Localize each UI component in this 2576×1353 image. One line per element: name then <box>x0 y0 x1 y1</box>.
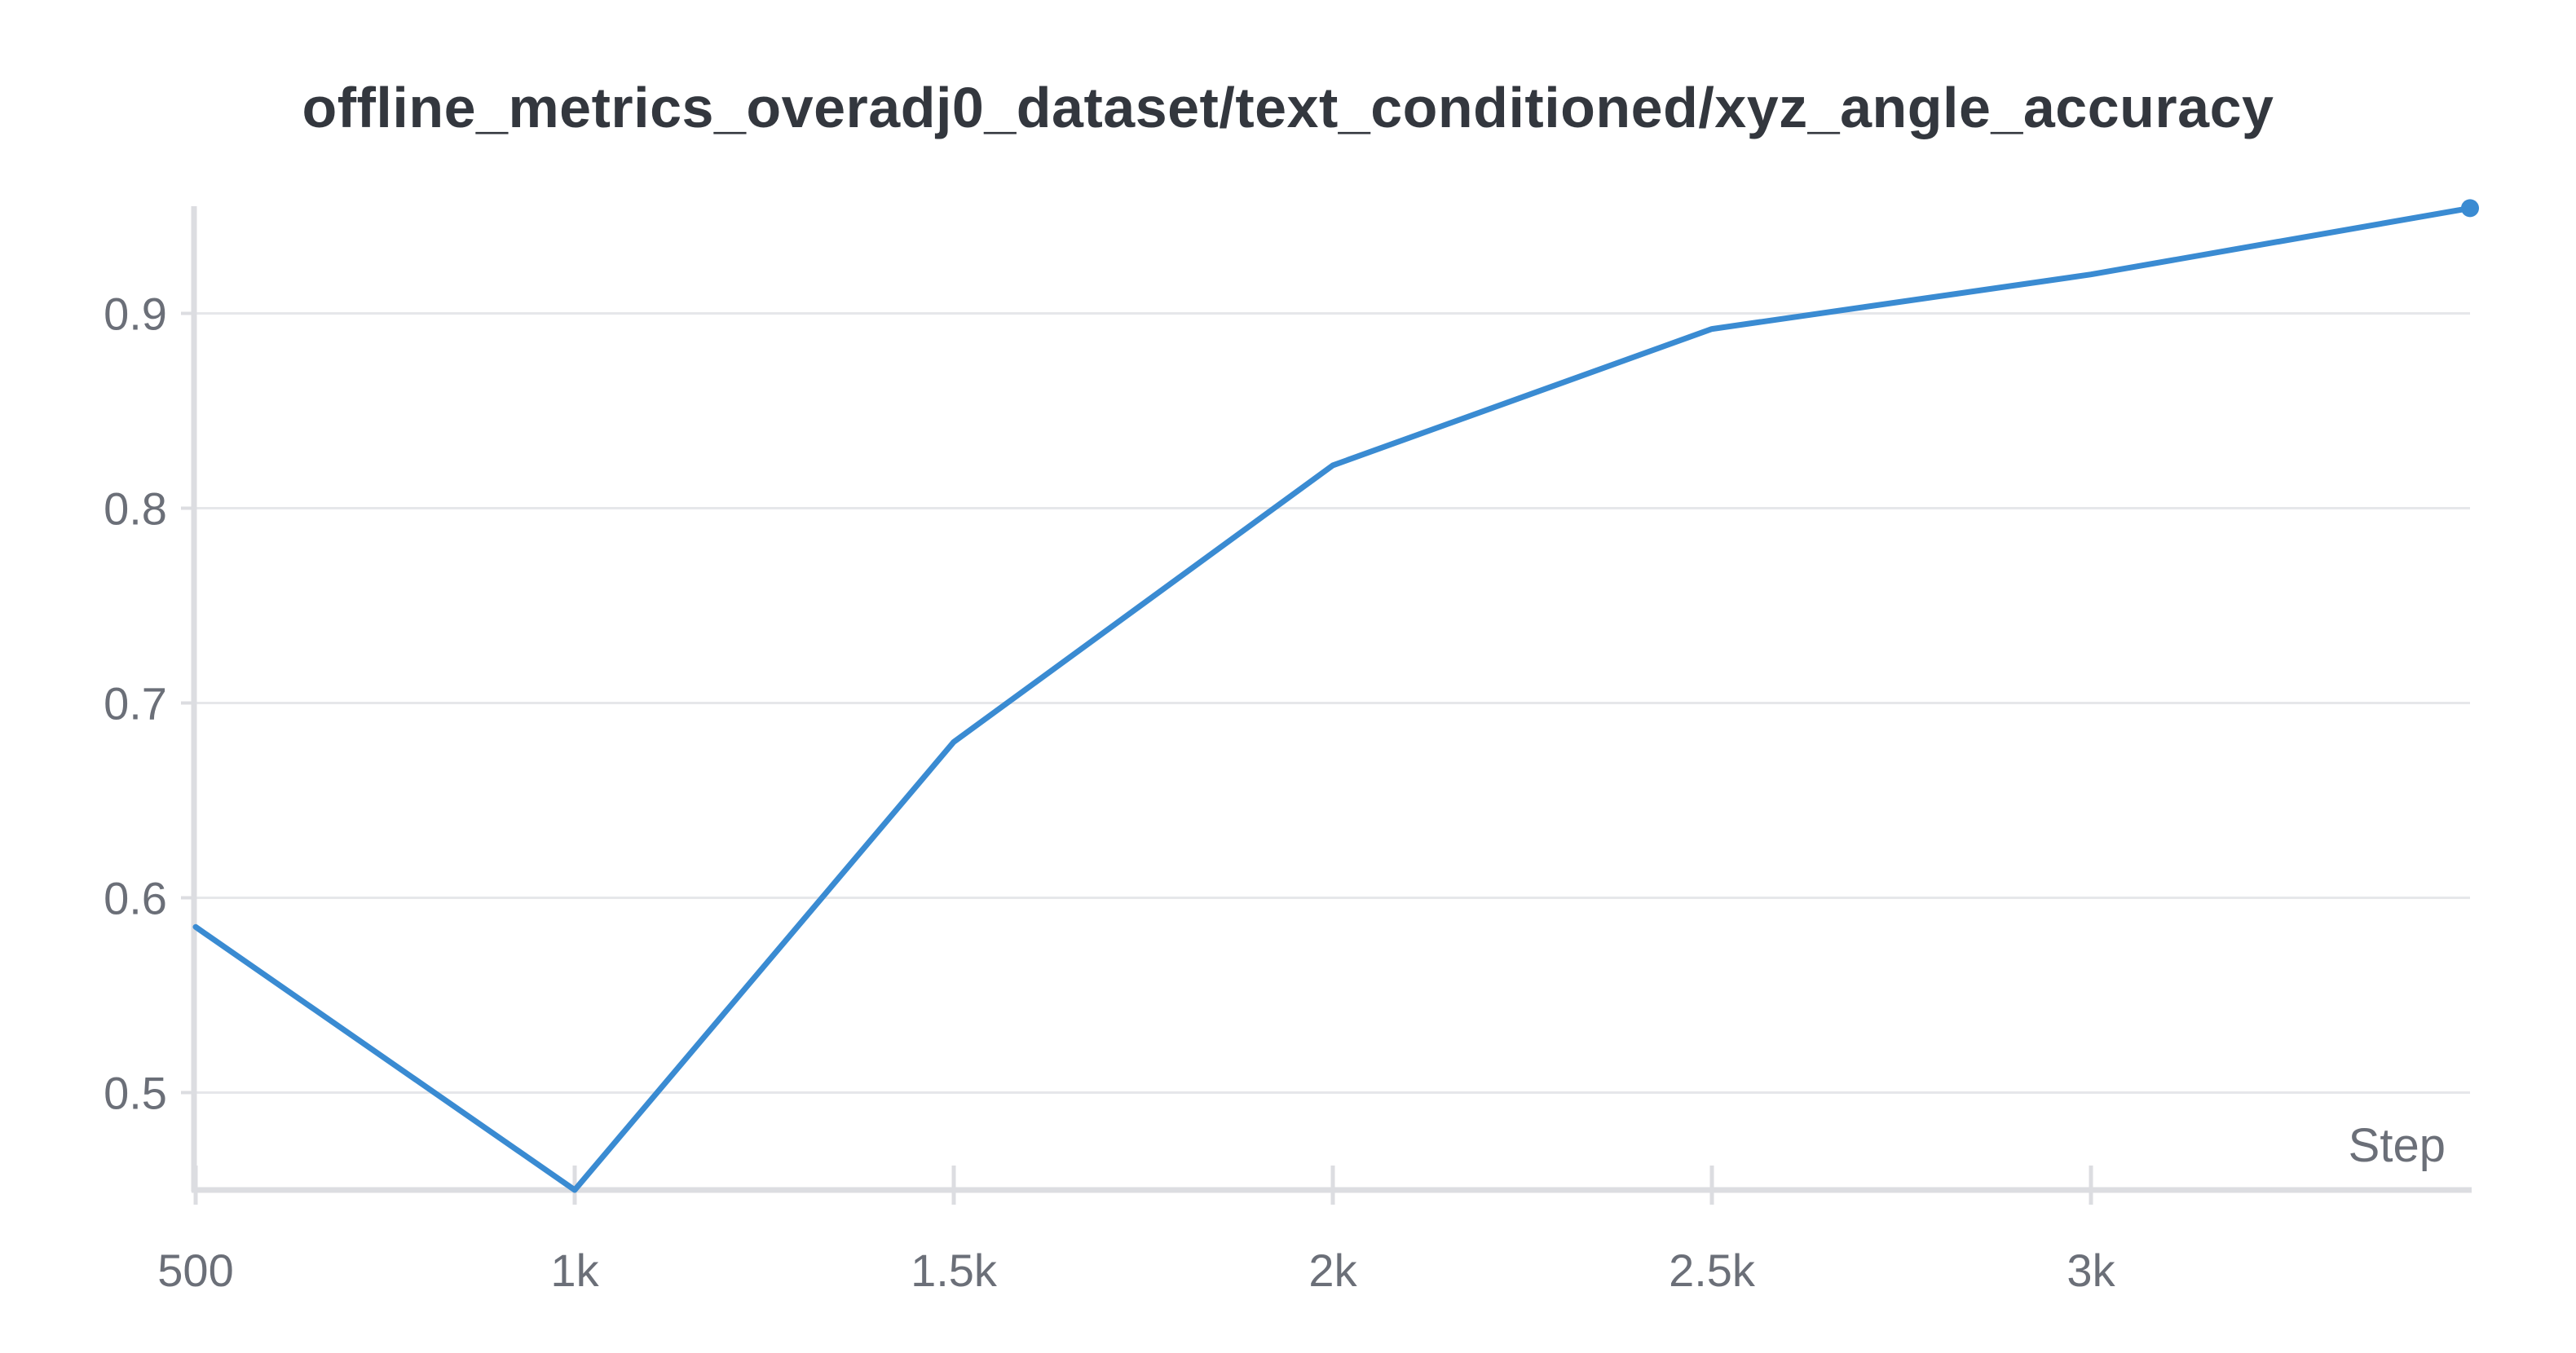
x-axis-label: Step <box>2349 1119 2446 1172</box>
series-line <box>192 205 2473 1193</box>
x-tick-label: 3k <box>2067 1245 2115 1296</box>
x-tick-label: 500 <box>157 1245 233 1296</box>
x-tick-label: 2k <box>1308 1245 1357 1296</box>
x-tick-label: 2.5k <box>1669 1245 1756 1296</box>
y-tick-label: 0.7 <box>104 677 167 729</box>
y-tick-label: 0.8 <box>104 483 167 534</box>
y-tick-label: 0.6 <box>104 872 167 923</box>
axes <box>181 206 2472 1205</box>
chart-title: offline_metrics_overadj0_dataset/text_co… <box>302 76 2274 139</box>
x-tick-label: 1k <box>550 1245 599 1296</box>
y-tick-label: 0.5 <box>104 1067 167 1118</box>
x-tick-label: 1.5k <box>911 1245 998 1296</box>
y-tick-label: 0.9 <box>104 288 167 339</box>
tick-labels: 0.5 0.6 0.7 0.8 0.9 500 1k 1.5k 2k 2.5k 3k <box>104 288 2115 1296</box>
series-end-point <box>2461 199 2479 218</box>
grid-lines <box>196 311 2470 1094</box>
series-lines <box>192 199 2479 1193</box>
